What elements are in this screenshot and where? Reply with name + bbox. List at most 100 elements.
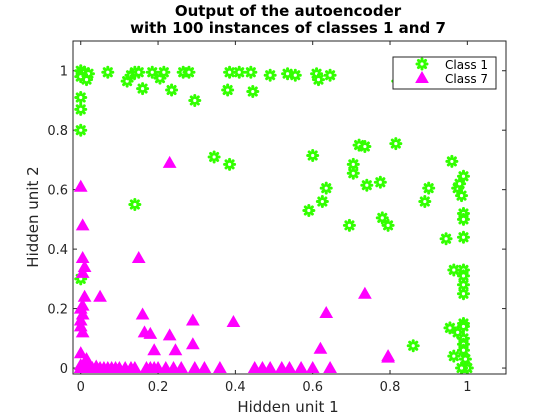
- point-class-1: [244, 65, 258, 79]
- point-class-7: [79, 352, 94, 365]
- point-class-1: [74, 123, 88, 137]
- point-class-1: [389, 137, 403, 151]
- point-class-1: [456, 269, 470, 283]
- point-class-7: [197, 361, 212, 374]
- y-tick-label: 0.4: [47, 243, 68, 258]
- point-class-1: [422, 181, 436, 195]
- x-tick-label: 0: [77, 380, 85, 395]
- point-class-7: [143, 326, 158, 339]
- point-class-1: [128, 198, 142, 212]
- x-tick-label: 0.6: [302, 380, 323, 395]
- point-class-7: [213, 361, 227, 374]
- point-class-1: [375, 211, 389, 225]
- point-class-1: [74, 90, 88, 104]
- point-class-7: [381, 350, 395, 363]
- data-points: [73, 64, 474, 375]
- x-axis-label: Hidden unit 1: [237, 398, 338, 416]
- point-class-1: [456, 230, 470, 244]
- point-class-1: [439, 232, 453, 246]
- point-class-1: [145, 65, 159, 79]
- point-class-1: [232, 65, 246, 79]
- point-class-7: [187, 361, 202, 374]
- y-tick-label: 0.2: [47, 303, 68, 318]
- point-class-7: [162, 155, 177, 168]
- point-class-1: [101, 65, 115, 79]
- point-class-1: [445, 154, 459, 168]
- legend-label-class-7: Class 7: [445, 72, 488, 86]
- axis-ticks: 0 0.2 0.4 0.6 0.8 1 0 0.2 0.4 0.6 0.8 1: [47, 41, 506, 395]
- legend-marker-class-1: [415, 57, 429, 71]
- y-tick-label: 0: [60, 362, 68, 377]
- point-class-1: [455, 189, 469, 203]
- point-class-7: [174, 361, 189, 374]
- point-class-7: [75, 265, 90, 278]
- point-class-7: [358, 286, 372, 299]
- point-class-7: [73, 346, 88, 359]
- point-class-7: [319, 306, 334, 319]
- point-class-7: [168, 343, 183, 356]
- point-class-1: [182, 65, 196, 79]
- point-class-1: [456, 212, 470, 226]
- point-class-1: [360, 178, 374, 192]
- point-class-1: [373, 175, 387, 189]
- chart-title-line-2: with 100 instances of classes 1 and 7: [130, 19, 446, 37]
- point-class-7: [162, 328, 177, 341]
- point-class-7: [313, 341, 328, 354]
- y-tick-label: 1: [60, 65, 68, 80]
- point-class-7: [75, 218, 90, 231]
- point-class-1: [80, 73, 94, 87]
- point-class-1: [456, 319, 470, 333]
- point-class-7: [75, 251, 90, 264]
- point-class-7: [73, 361, 88, 374]
- legend-symbol: [415, 70, 429, 83]
- point-class-1: [281, 67, 295, 81]
- point-class-1: [157, 65, 171, 79]
- legend-marker-class-7: [415, 70, 429, 83]
- chart-title-line-1: Output of the autoencoder: [175, 2, 402, 20]
- point-class-7: [282, 361, 297, 374]
- point-class-1: [346, 166, 360, 180]
- point-class-7: [135, 307, 150, 320]
- legend-symbol: [415, 57, 429, 71]
- point-class-1: [456, 278, 470, 292]
- point-class-7: [323, 361, 337, 374]
- y-axis-label: Hidden unit 2: [24, 166, 42, 267]
- point-class-1: [381, 218, 395, 232]
- point-class-1: [302, 203, 316, 217]
- point-class-1: [342, 218, 356, 232]
- point-class-7: [77, 289, 92, 302]
- point-class-1: [288, 68, 302, 82]
- x-tick-label: 1: [463, 380, 471, 395]
- point-class-1: [315, 195, 329, 209]
- point-class-1: [456, 287, 470, 301]
- point-class-7: [75, 325, 90, 338]
- x-tick-label: 0.2: [148, 380, 169, 395]
- point-class-7: [185, 313, 200, 326]
- point-class-7: [185, 337, 200, 350]
- point-class-1: [74, 102, 88, 116]
- point-class-1: [306, 148, 320, 162]
- point-class-1: [223, 157, 237, 171]
- legend-label-class-1: Class 1: [445, 58, 488, 72]
- point-class-1: [165, 83, 179, 97]
- plot-frame: [72, 40, 507, 375]
- point-class-7: [226, 314, 241, 327]
- point-class-7: [147, 343, 162, 356]
- point-class-1: [456, 169, 470, 183]
- point-class-1: [323, 68, 337, 82]
- point-class-1: [358, 140, 372, 154]
- point-class-7: [305, 361, 320, 374]
- x-tick-label: 0.4: [225, 380, 246, 395]
- point-class-7: [73, 179, 88, 192]
- point-class-1: [456, 343, 470, 357]
- point-class-1: [406, 339, 420, 353]
- point-class-1: [458, 352, 472, 366]
- point-class-1: [263, 68, 277, 82]
- point-class-1: [311, 73, 325, 87]
- point-class-1: [246, 85, 260, 99]
- y-tick-label: 0.6: [47, 184, 68, 199]
- point-class-1: [418, 195, 432, 209]
- point-class-7: [131, 251, 146, 264]
- x-tick-label: 0.8: [380, 380, 401, 395]
- point-class-1: [455, 361, 469, 375]
